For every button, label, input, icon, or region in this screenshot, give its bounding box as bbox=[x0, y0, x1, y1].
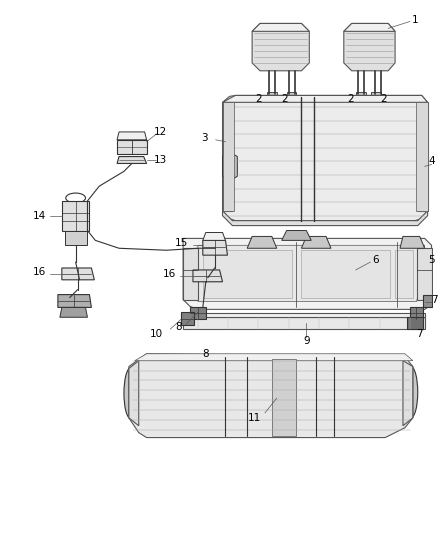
Polygon shape bbox=[135, 354, 413, 361]
Text: 2: 2 bbox=[380, 94, 387, 104]
Polygon shape bbox=[247, 237, 277, 248]
Polygon shape bbox=[407, 317, 423, 329]
Polygon shape bbox=[183, 313, 425, 317]
Polygon shape bbox=[58, 295, 92, 308]
Ellipse shape bbox=[124, 368, 138, 419]
Polygon shape bbox=[223, 95, 427, 221]
Polygon shape bbox=[286, 93, 297, 99]
Polygon shape bbox=[223, 102, 233, 211]
Polygon shape bbox=[223, 154, 237, 179]
Polygon shape bbox=[190, 308, 206, 319]
Text: 11: 11 bbox=[248, 413, 261, 423]
Polygon shape bbox=[356, 93, 365, 99]
Polygon shape bbox=[344, 23, 395, 71]
Polygon shape bbox=[252, 23, 309, 71]
Text: 14: 14 bbox=[33, 211, 46, 221]
Polygon shape bbox=[129, 361, 139, 426]
Polygon shape bbox=[60, 308, 88, 317]
Polygon shape bbox=[301, 250, 390, 297]
Text: 9: 9 bbox=[303, 336, 310, 346]
Polygon shape bbox=[301, 237, 331, 248]
Polygon shape bbox=[129, 354, 413, 438]
Polygon shape bbox=[395, 250, 413, 297]
Polygon shape bbox=[181, 312, 194, 325]
Text: 1: 1 bbox=[411, 14, 418, 25]
Text: 7: 7 bbox=[431, 295, 438, 304]
Polygon shape bbox=[272, 359, 297, 435]
Text: 8: 8 bbox=[202, 349, 209, 359]
Polygon shape bbox=[198, 245, 425, 302]
Polygon shape bbox=[203, 250, 292, 297]
Polygon shape bbox=[418, 102, 427, 211]
Polygon shape bbox=[344, 23, 395, 31]
Text: 5: 5 bbox=[428, 255, 435, 265]
Text: 16: 16 bbox=[163, 269, 176, 279]
Polygon shape bbox=[117, 157, 147, 164]
Polygon shape bbox=[252, 23, 309, 31]
Polygon shape bbox=[62, 268, 94, 280]
Polygon shape bbox=[423, 295, 431, 308]
Polygon shape bbox=[117, 132, 147, 140]
Text: 16: 16 bbox=[33, 267, 46, 277]
Polygon shape bbox=[410, 308, 423, 319]
Text: 2: 2 bbox=[281, 94, 288, 104]
Polygon shape bbox=[416, 102, 427, 211]
Text: 2: 2 bbox=[256, 94, 262, 104]
Polygon shape bbox=[223, 211, 427, 225]
Text: 13: 13 bbox=[154, 155, 167, 165]
Text: 4: 4 bbox=[428, 157, 435, 166]
Text: 8: 8 bbox=[176, 322, 182, 332]
Polygon shape bbox=[223, 95, 427, 102]
Text: 12: 12 bbox=[154, 127, 167, 137]
Polygon shape bbox=[282, 230, 311, 240]
Text: 2: 2 bbox=[347, 94, 354, 104]
Polygon shape bbox=[203, 240, 227, 255]
Text: 10: 10 bbox=[150, 329, 163, 339]
Polygon shape bbox=[417, 248, 431, 300]
Polygon shape bbox=[193, 270, 223, 282]
Ellipse shape bbox=[404, 367, 418, 418]
Text: 15: 15 bbox=[175, 238, 188, 248]
Polygon shape bbox=[183, 248, 198, 300]
Polygon shape bbox=[203, 232, 226, 240]
Text: 7: 7 bbox=[417, 329, 423, 339]
Polygon shape bbox=[403, 361, 413, 426]
Text: 6: 6 bbox=[372, 255, 379, 265]
Text: 3: 3 bbox=[201, 133, 208, 143]
Polygon shape bbox=[400, 237, 425, 248]
Polygon shape bbox=[117, 140, 147, 154]
Polygon shape bbox=[223, 102, 234, 211]
Polygon shape bbox=[62, 201, 89, 230]
Polygon shape bbox=[65, 230, 88, 245]
Polygon shape bbox=[371, 93, 381, 99]
Polygon shape bbox=[267, 93, 277, 99]
Polygon shape bbox=[183, 238, 431, 309]
Polygon shape bbox=[183, 317, 425, 329]
